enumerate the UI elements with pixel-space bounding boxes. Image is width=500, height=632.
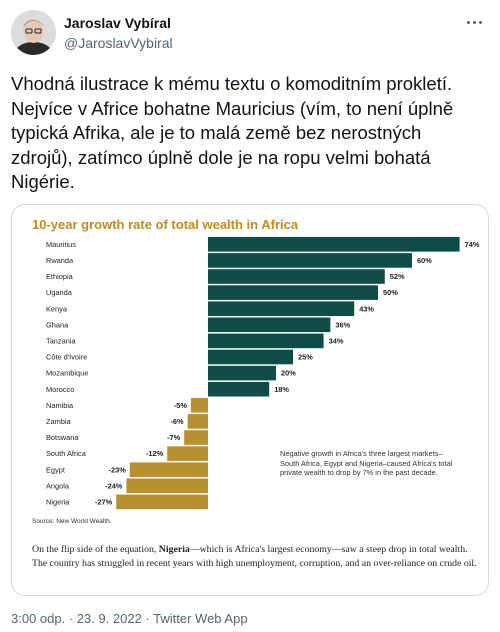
bar: [208, 381, 270, 397]
bar: [126, 478, 208, 494]
bar: [208, 349, 293, 365]
bar: [208, 301, 355, 316]
value-label: -7%: [167, 433, 181, 442]
more-options-icon[interactable]: [462, 14, 486, 30]
chart-annotation: Negative growth in Africa's three larges…: [280, 449, 453, 478]
bar: [116, 494, 208, 510]
value-label: -6%: [170, 417, 184, 426]
bar: [129, 462, 208, 477]
category-label: Kenya: [46, 304, 68, 313]
caption-text-start: On the flip side of the equation,: [32, 544, 159, 555]
dot: [472, 20, 476, 24]
caption-text-end: —which is Africa's largest economy—saw a…: [32, 544, 477, 569]
category-label: Uganda: [46, 288, 73, 297]
category-label: Ghana: [46, 320, 69, 329]
bar-chart: Mauritius 74% Rwanda 60% Ethiopia 52% Uganda 50…: [46, 237, 480, 510]
bar: [208, 253, 412, 268]
value-label: 50%: [383, 288, 398, 297]
category-label: Mauritius: [46, 240, 76, 249]
value-label: 52%: [390, 272, 405, 281]
bar: [187, 414, 208, 429]
category-label: Tanzania: [46, 337, 76, 346]
author-handle[interactable]: @JaroslavVybiral: [64, 35, 173, 51]
value-label: -23%: [109, 465, 127, 474]
tweet-timestamp[interactable]: 3:00 odp. · 23. 9. 2022 · Twitter Web Ap…: [11, 611, 248, 626]
category-label: Angola: [46, 481, 70, 490]
category-label: Ethiopia: [46, 272, 74, 281]
value-label: -24%: [105, 481, 123, 490]
bar: [167, 446, 208, 461]
tweet-image-card[interactable]: 10-year growth rate of total wealth in A…: [11, 204, 489, 596]
dot: [466, 20, 470, 24]
article-caption: On the flip side of the equation, Nigeri…: [32, 543, 477, 570]
tweet-text: Vhodná ilustrace k mému textu o komoditn…: [11, 73, 454, 192]
chart-title: 10-year growth rate of total wealth in A…: [32, 217, 299, 232]
category-label: Nigeria: [46, 498, 70, 507]
value-label: 74%: [465, 240, 480, 249]
value-label: 36%: [335, 320, 350, 329]
bar: [208, 317, 331, 333]
bar: [208, 285, 378, 300]
value-label: 60%: [417, 256, 432, 265]
value-label: 34%: [329, 337, 344, 346]
category-label: Mozambique: [46, 369, 88, 378]
category-label: Namibia: [46, 401, 74, 410]
bar: [208, 365, 276, 381]
value-label: -12%: [146, 449, 164, 458]
category-label: Rwanda: [46, 256, 74, 265]
category-label: Egypt: [46, 465, 65, 474]
value-label: -27%: [95, 498, 113, 507]
bar: [191, 398, 208, 413]
value-label: 20%: [281, 369, 296, 378]
value-label: 25%: [298, 353, 313, 362]
dot: [478, 20, 482, 24]
caption-bold: Nigeria: [158, 544, 190, 555]
category-label: South Africa: [46, 449, 87, 458]
category-label: Côte d'Ivoire: [46, 353, 87, 362]
value-label: -5%: [174, 401, 188, 410]
bar: [208, 333, 324, 349]
author-name[interactable]: Jaroslav Vybíral: [64, 15, 171, 31]
bar: [208, 237, 460, 252]
avatar[interactable]: [11, 10, 56, 55]
category-label: Morocco: [46, 385, 74, 394]
category-label: Botswana: [46, 433, 79, 442]
value-label: 43%: [359, 304, 374, 313]
chart-source: Source: New World Wealth.: [32, 518, 112, 525]
category-label: Zambia: [46, 417, 72, 426]
value-label: 18%: [274, 385, 289, 394]
bar: [184, 430, 208, 445]
bar: [208, 269, 385, 284]
